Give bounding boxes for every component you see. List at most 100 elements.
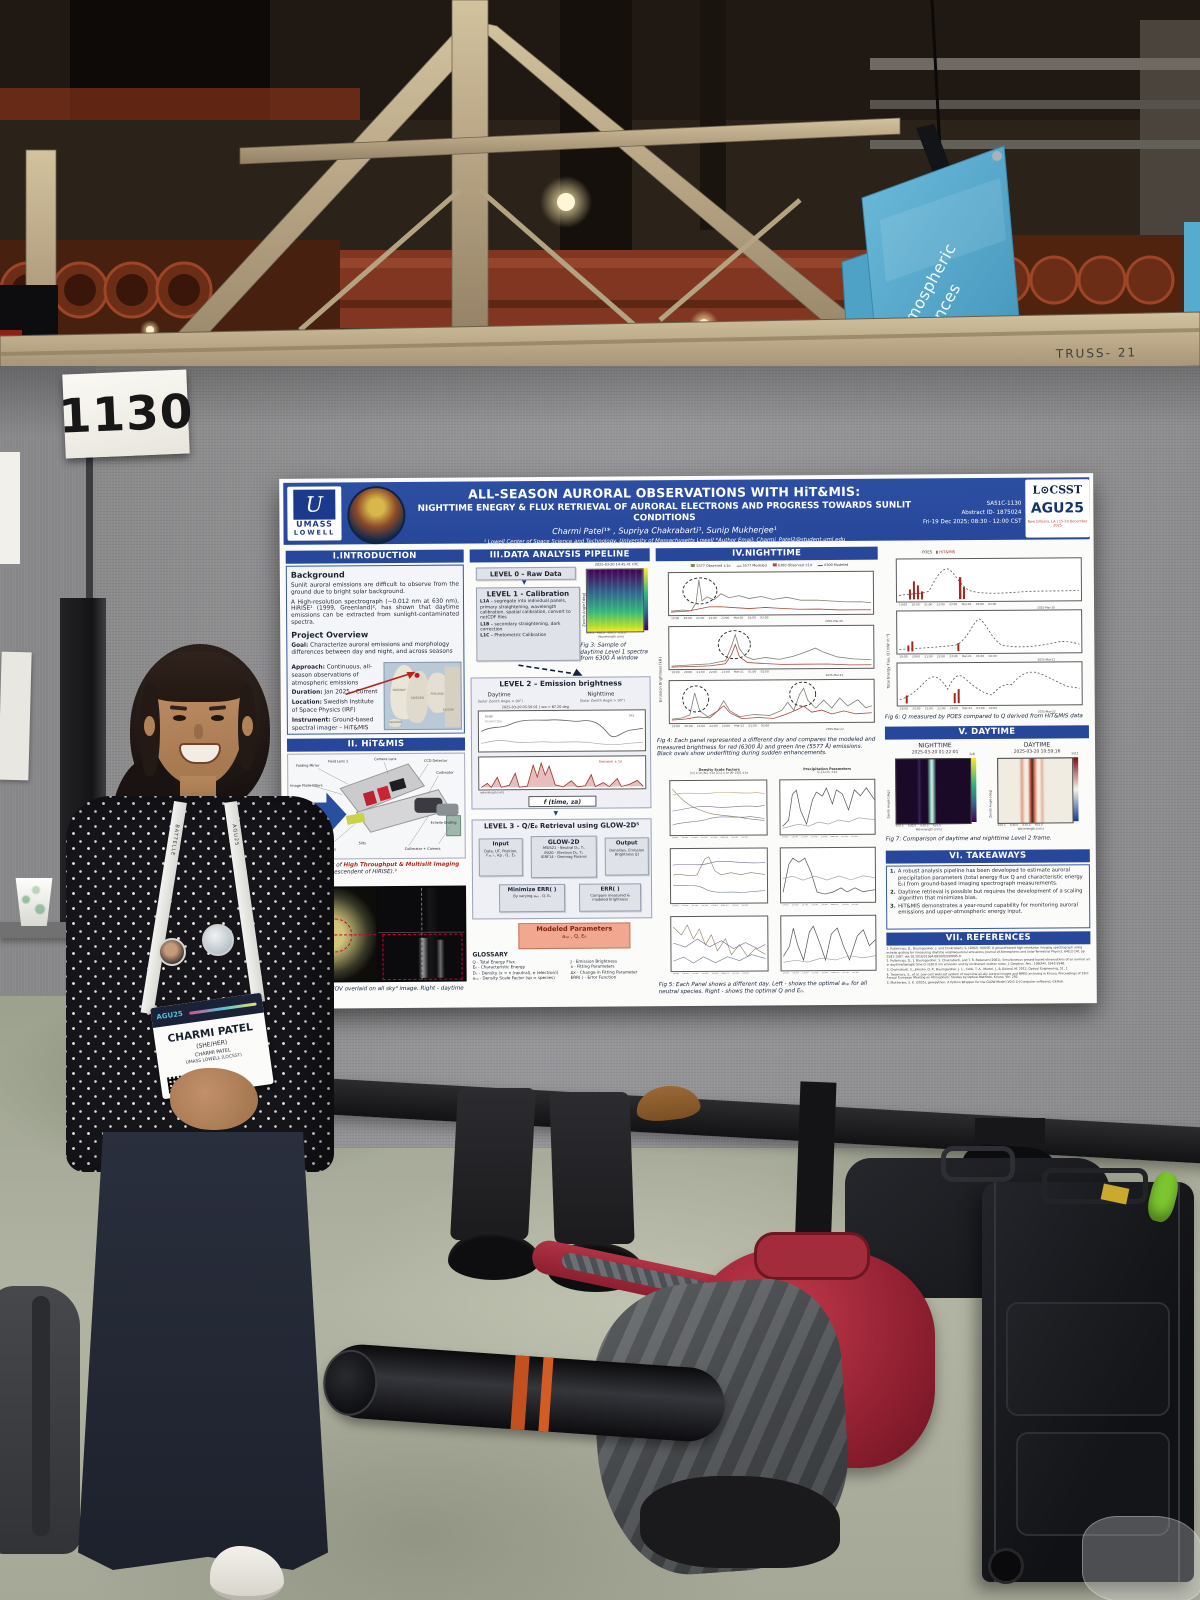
board-frame-rail-thin — [86, 428, 93, 606]
daytime-frame-label: DAYTIME — [1023, 741, 1051, 749]
suitcase-wheel — [988, 1548, 1024, 1584]
red-chip — [772, 563, 777, 567]
backpack-handle — [941, 1146, 1015, 1182]
schematic-label-coll-camera: Collimator + Camera — [405, 847, 441, 851]
input-title: Input — [492, 841, 509, 848]
schematic-label-field-lens: Field Lens 1 — [328, 759, 348, 763]
legend-hitmis: HiT&MIS — [939, 549, 956, 555]
nighttime-sub: (Solar Zenith Angle > 90°) — [579, 698, 625, 703]
steel-band2 — [870, 100, 1200, 109]
map-pointer-arrow — [345, 671, 416, 696]
schematic-label-camera-lens: Camera Lens — [374, 757, 396, 761]
l1c-label: L1C — [480, 633, 490, 639]
legend-6300-observed: 6300 Observed ±1σ — [777, 563, 813, 568]
nighttime-label: Nighttime — [587, 691, 615, 698]
level2-xticks: wavelength [nm] — [480, 790, 505, 795]
takeaway-item: 3. HiT&MIS demonstrates a year-round capa… — [890, 902, 1086, 916]
hitmis-legend-item: ▮ HiT&MIS — [935, 549, 956, 555]
output-title: Output — [615, 840, 638, 847]
fig4-p3-date: 2025-Mar-22 — [825, 727, 844, 732]
lanyard-pin-photo — [158, 938, 186, 966]
level2-sky-chart: Solar Scaled Sky Sky — [477, 709, 647, 753]
fig3-heatmap — [585, 568, 645, 633]
fig3-ticks: 629.5 630.0 630.5 631.0 — [586, 631, 627, 635]
session-info-block: SA51C-1130 Abstract ID- 1875024 Fri-19 D… — [921, 500, 1022, 528]
ear-right — [242, 716, 253, 736]
suitcase-zipper — [994, 1182, 996, 1582]
fig6-panel-3: 19:00 20:00 21:00 22:00 23:00 Mar-22 01:… — [896, 661, 1083, 714]
tube-orange-band — [538, 1357, 554, 1432]
heatmap-right-ylabel: Zenith Angle [deg] — [988, 789, 993, 818]
section-intro-header: I.INTRODUCTION — [285, 549, 464, 564]
section-nighttime-header: IV.NIGHTTIME — [655, 546, 878, 562]
legend-item: 5577 Modeled — [736, 563, 767, 568]
level3-title: LEVEL 3 - Q/E₀ Retrieval using GLOW-2D⁵ — [483, 821, 640, 831]
minimize-box: Minimize ERR( ) By varying aₛₚ , Q, E₀ — [498, 883, 566, 913]
glossary-left: Q - Total Energy Flux E₀ - Characteristi… — [473, 959, 567, 981]
fig5-b2-ticks: 19:00 20:00 21:00 22:00 23:00 Mar-21 01:… — [782, 903, 859, 907]
l1c-line: L1C – Photometric Calibration — [480, 633, 576, 639]
dark-line-chip — [818, 565, 824, 567]
level1-title: LEVEL 1 - Calibration — [486, 589, 570, 599]
fig6-caption: Fig 6: Q measured by POES compared to Q … — [884, 713, 1083, 721]
l1b-text: – secondary straightening, dark correcti… — [480, 621, 561, 633]
fig5-b3-ticks: 19:00 20:00 21:00 22:00 23:00 Mar-22 01:… — [782, 971, 859, 975]
fig5-panel-b1: 19:00 20:00 21:00 22:00 23:00 Mar-20 01:… — [779, 778, 876, 838]
fig5-panel-b3: 19:00 20:00 21:00 22:00 23:00 Mar-22 01:… — [780, 914, 877, 975]
fig5-a3-ticks: 19:00 20:00 21:00 22:00 23:00 Mar-22 01:… — [672, 972, 749, 976]
fig4-ylabel: Emission Brightness [kR] — [658, 657, 663, 703]
poster-subtitle: NIGHTTIME ENEGRY & FLUX RETRIEVAL OF AUR… — [417, 500, 912, 523]
section-references-header: VII. REFERENCES — [886, 931, 1091, 946]
map-label-russia: RUSSIA — [442, 707, 454, 712]
takeaway-text: A robust analysis pipeline has been deve… — [897, 867, 1083, 888]
fig5-caption: Fig 5: Each Panel shows a different day.… — [658, 980, 868, 995]
fig6-chart-2 — [899, 618, 1080, 652]
glossary-title: GLOSSARY — [472, 951, 508, 959]
legend-6300-modeled: 6300 Modeled — [824, 562, 849, 568]
poster-title-block: ALL-SEASON AURORAL OBSERVATIONS WITH HiT… — [409, 483, 919, 546]
suitcase-handle — [1042, 1168, 1148, 1204]
gray-backpack-left — [0, 1286, 80, 1554]
takeaway-num: 2. — [890, 889, 896, 896]
polka-dot-blouse — [66, 796, 334, 1172]
lanyard-text-right: AGU25 — [230, 823, 240, 847]
schematic-label-folding-mirror: Folding Mirror — [296, 764, 320, 768]
far-wall — [1140, 20, 1200, 240]
fig6-chart-1 — [898, 568, 1079, 600]
wide-leg-pants — [78, 1132, 328, 1570]
nighttime-colorbar — [971, 757, 977, 823]
fig4-panel-2: 19:00 20:00 21:00 22:00 23:00 Mar-21 01:… — [668, 624, 875, 677]
fig4-p1-date: 2025-Mar-20 — [825, 619, 843, 624]
level1-box: LEVEL 1 - Calibration L1A – segregate in… — [475, 586, 581, 662]
glossary-right: J - Emission Brightness x - Fitting Para… — [571, 958, 653, 980]
legend-5577-observed: 5577 Observed ±1σ — [696, 563, 731, 568]
ear-left — [144, 716, 155, 736]
daytime-cb-label: 1e11 — [1071, 751, 1079, 756]
level2-title: LEVEL 2 – Emission brightness — [499, 678, 622, 689]
intro-content-box: Background Sunlit auroral emissions are … — [285, 564, 465, 735]
fig4-panel-3: 19:00 20:00 21:00 22:00 23:00 Mar-22 01:… — [668, 678, 875, 731]
fig5-panel-a1: 19:00 20:00 21:00 22:00 23:00 Mar-20 01:… — [669, 779, 768, 839]
presenter-person: BATTELLE AGU25 AGU25 CHARMI PATEL (SHE/H… — [52, 638, 352, 1600]
fig6-chart-3 — [899, 671, 1080, 704]
l1b-line: L1B – secondary straightening, dark corr… — [480, 621, 576, 632]
truss-beams — [25, 0, 907, 396]
legend-emission: Emission ± 1σ — [599, 759, 622, 763]
banner-hook — [992, 151, 1002, 161]
beam-flange — [0, 328, 1200, 356]
map-label-denmark: DENMARK — [388, 720, 402, 725]
fig5-left-legend-items: [O] ±1σ [N₂] ±1σ [O₂] ±1σ [N⁺]/[O] ±1σ — [690, 770, 749, 776]
input-text: Date, UT, Position, F₁₀.₇ , Kp , Q , E₀ — [484, 848, 518, 858]
poes-legend-item: · POES — [919, 549, 933, 555]
level3-panel: LEVEL 3 - Q/E₀ Retrieval using GLOW-2D⁵ … — [471, 818, 653, 920]
locsst-logo: L⊙CSST — [1032, 483, 1083, 497]
research-poster: U UMASS LOWELL ALL-SEASON AURORAL OBSERV… — [279, 473, 1097, 1009]
fig3-xlabel: Wavelength [nm] — [598, 635, 625, 639]
fig4-chart-3 — [671, 681, 872, 721]
flow-dashed-arrow — [518, 664, 583, 676]
fig5-left-legend: Density Scale Factors [O] ±1σ [N₂] ±1σ [… — [669, 767, 769, 775]
plastic-bag — [1082, 1516, 1200, 1600]
banner-sliver — [1184, 222, 1200, 334]
sky-chart-lines: Solar Scaled Sky Sky — [480, 713, 644, 745]
suitcase-zipper — [1178, 1182, 1180, 1582]
